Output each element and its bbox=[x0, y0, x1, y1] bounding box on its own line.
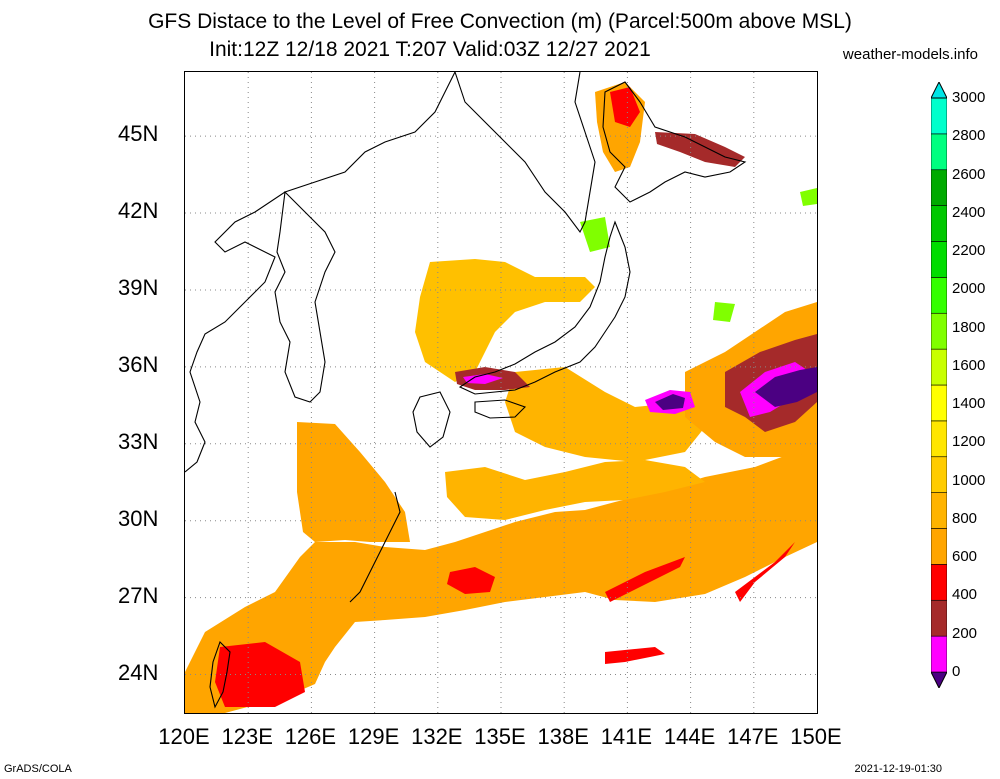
lon-tick-label: 138E bbox=[537, 724, 589, 749]
coastline-honshu bbox=[458, 220, 631, 395]
field-orange-kyushu bbox=[297, 422, 410, 542]
field-red-south1 bbox=[447, 567, 495, 594]
colorbar-label: 2600 bbox=[952, 165, 986, 183]
colorbar-label: 1800 bbox=[952, 318, 986, 336]
colorbar-segment bbox=[931, 277, 947, 314]
field-orange-honshu-south bbox=[505, 367, 705, 462]
field-orange-japan-sea bbox=[415, 259, 595, 382]
colorbar-segment bbox=[931, 205, 947, 242]
coastline-shikoku bbox=[474, 399, 527, 419]
lat-tick-label: 30N bbox=[118, 505, 159, 531]
colorbar-label: 2400 bbox=[952, 203, 986, 221]
colorbar-segment bbox=[931, 97, 947, 135]
colorbar-label: 400 bbox=[952, 586, 978, 604]
colorbar-label: 2000 bbox=[952, 280, 986, 298]
coastline-hokkaido bbox=[602, 81, 747, 203]
coastline-taiwan bbox=[209, 640, 231, 709]
field-purple-east bbox=[755, 367, 817, 407]
colorbar-label: 200 bbox=[952, 624, 978, 642]
lon-tick-label: 126E bbox=[284, 724, 337, 749]
coastline-korea bbox=[274, 190, 336, 403]
colorbar-label: 2200 bbox=[952, 242, 986, 260]
lon-tick-label: 147E bbox=[727, 724, 779, 749]
chart-subtitle: Init:12Z 12/18 2021 T:207 Valid:03Z 12/2… bbox=[209, 38, 651, 61]
coastline-ryukyu bbox=[349, 491, 401, 603]
lon-tick-label: 141E bbox=[600, 724, 653, 749]
colorbar-segment bbox=[931, 169, 947, 206]
colorbar-label: 600 bbox=[952, 548, 978, 566]
colorbar-label: 3000 bbox=[952, 89, 986, 106]
lon-tick-label: 135E bbox=[474, 724, 526, 749]
colorbar-segment bbox=[931, 635, 947, 673]
field-red-hokkaido bbox=[610, 87, 640, 127]
colorbar-segment bbox=[931, 599, 947, 637]
lat-tick-label: 39N bbox=[118, 274, 159, 300]
colorbar-label: 1400 bbox=[952, 395, 986, 413]
field-orange-southwest bbox=[185, 444, 817, 713]
lat-tick-label: 27N bbox=[118, 582, 159, 608]
field-orange-sea bbox=[445, 460, 705, 520]
lon-tick-label: 123E bbox=[221, 724, 273, 749]
field-green-e bbox=[713, 302, 735, 322]
field-red-south2 bbox=[605, 557, 685, 602]
colorbar-bottom-triangle bbox=[931, 671, 947, 688]
field-green-n bbox=[580, 217, 610, 252]
colorbar-label: 1200 bbox=[952, 433, 986, 451]
lat-tick-label: 33N bbox=[118, 428, 159, 454]
colorbar-segment bbox=[931, 241, 947, 278]
field-magenta-kanto bbox=[463, 374, 503, 384]
coastline-russia bbox=[454, 72, 596, 234]
coastlines bbox=[185, 72, 747, 709]
field-red-south4 bbox=[605, 647, 665, 664]
field-purple-west bbox=[655, 394, 685, 410]
field-red-south3 bbox=[735, 542, 795, 602]
colorbar-label: 800 bbox=[952, 509, 978, 527]
colorbar-segment bbox=[931, 492, 947, 529]
coastline-kyushu bbox=[412, 391, 451, 448]
colorbar-segment bbox=[931, 420, 947, 458]
colorbar-label: 2800 bbox=[952, 127, 986, 145]
chart-title: GFS Distace to the Level of Free Convect… bbox=[148, 10, 852, 33]
colorbar-segment bbox=[931, 528, 947, 565]
lon-tick-label: 120E bbox=[158, 724, 210, 749]
lon-tick-label: 132E bbox=[411, 724, 463, 749]
colorbar-segment bbox=[931, 133, 947, 171]
lon-tick-label: 144E bbox=[663, 724, 716, 749]
colorbar-segment bbox=[931, 564, 947, 601]
colorbar-label: 1600 bbox=[952, 356, 986, 374]
lat-tick-label: 42N bbox=[118, 198, 159, 224]
lat-tick-label: 45N bbox=[118, 121, 159, 147]
colorbar-segment bbox=[931, 384, 947, 422]
map-panel bbox=[184, 71, 818, 714]
map-svg bbox=[185, 72, 817, 713]
lat-tick-label: 36N bbox=[118, 351, 159, 377]
colorbar-segment bbox=[931, 456, 947, 493]
field-brown-hokkaido bbox=[655, 132, 745, 167]
lon-tick-label: 129E bbox=[347, 724, 400, 749]
colorbar-label: 0 bbox=[952, 663, 961, 680]
footer-timestamp: 2021-12-19-01:30 bbox=[854, 763, 942, 775]
colorbar-top-triangle bbox=[931, 82, 947, 99]
footer-left: GrADS/COLA bbox=[4, 763, 72, 775]
site-label: weather-models.info bbox=[842, 46, 978, 63]
colorbar-segment bbox=[931, 312, 947, 350]
lat-tick-label: 24N bbox=[118, 659, 159, 685]
field-green-ne bbox=[800, 188, 817, 206]
colorbar bbox=[931, 82, 947, 688]
colorbar-segment bbox=[931, 348, 947, 386]
lon-tick-label: 150E bbox=[790, 724, 842, 749]
colorbar-label: 1000 bbox=[952, 471, 986, 489]
coastline-china bbox=[185, 72, 456, 473]
